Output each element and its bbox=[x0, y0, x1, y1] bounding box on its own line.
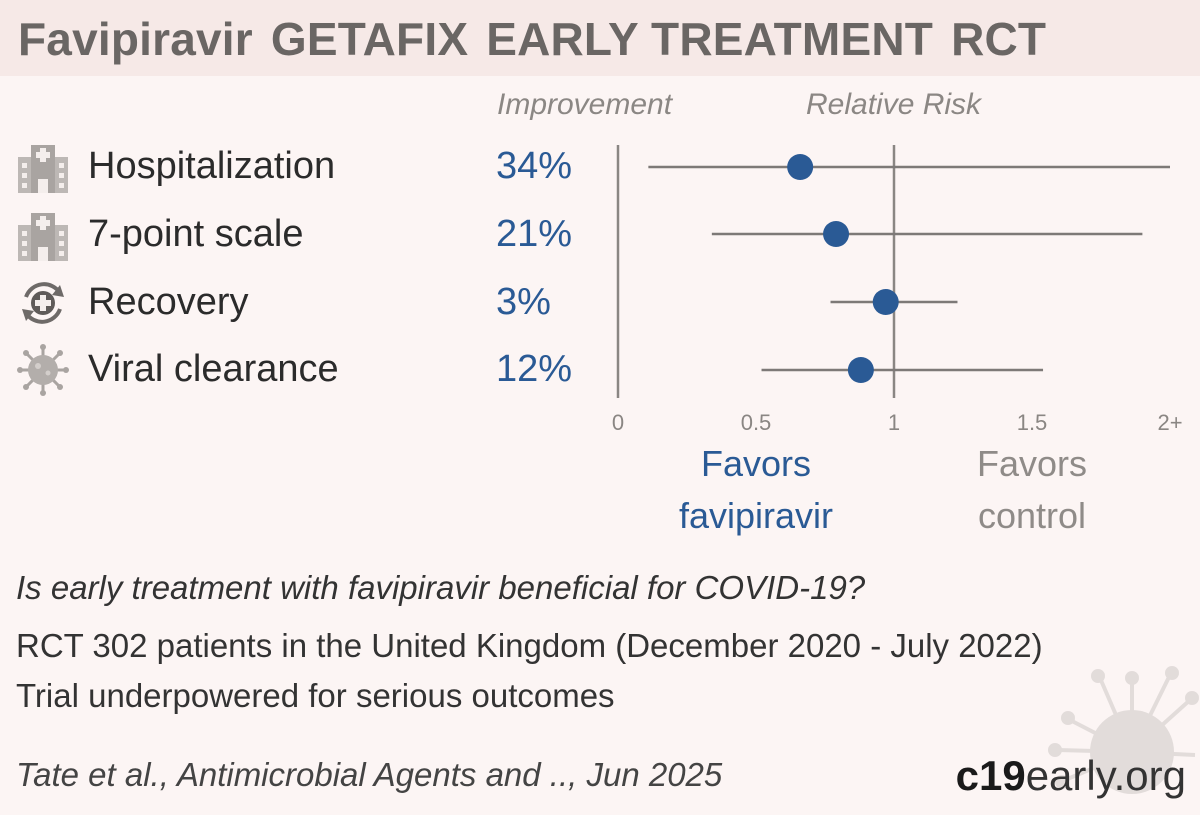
x-tick-label: 2+ bbox=[1157, 410, 1182, 435]
page-title: Favipiravir GETAFIX EARLY TREATMENT RCT bbox=[18, 8, 1064, 70]
x-tick-label: 0.5 bbox=[741, 410, 772, 435]
relative-risk-header: Relative Risk bbox=[806, 88, 982, 121]
forest-plot: 0 0.5 1 1.5 2+ bbox=[612, 145, 1183, 435]
favors-control-line2: control bbox=[977, 495, 1087, 536]
hospital-icon bbox=[18, 213, 68, 261]
improvement-7-point-scale: 21% bbox=[496, 213, 573, 255]
site-logo: c19early.org bbox=[956, 748, 1186, 804]
virus-watermark-icon bbox=[1048, 666, 1199, 794]
title-stage: EARLY TREATMENT bbox=[486, 13, 934, 65]
x-tick-label: 0 bbox=[612, 410, 624, 435]
logo-strong: c19 bbox=[955, 752, 1026, 799]
virus-icon bbox=[17, 344, 69, 396]
favors-control-label: Favors control bbox=[932, 438, 1132, 542]
favors-treatment-line1: Favors bbox=[700, 443, 812, 484]
citation: Tate et al., Antimicrobial Agents and ..… bbox=[16, 756, 723, 793]
improvement-recovery: 3% bbox=[496, 281, 551, 323]
rr-point bbox=[847, 357, 874, 383]
outcome-label-viral-clearance: Viral clearance bbox=[88, 348, 339, 390]
favors-treatment-line2: favipiravir bbox=[678, 495, 834, 536]
logo-light: early.org bbox=[1025, 752, 1186, 799]
rr-point bbox=[823, 221, 850, 247]
hospital-icon bbox=[18, 145, 68, 193]
study-question: Is early treatment with favipiravir bene… bbox=[16, 569, 866, 606]
favors-control-line1: Favors bbox=[976, 443, 1088, 484]
title-drug: Favipiravir bbox=[18, 13, 253, 65]
rr-point bbox=[787, 154, 814, 180]
title-design: RCT bbox=[951, 13, 1047, 65]
study-note: Trial underpowered for serious outcomes bbox=[16, 677, 615, 714]
x-tick-label: 1.5 bbox=[1017, 410, 1048, 435]
recovery-icon bbox=[22, 282, 64, 324]
x-tick-label: 1 bbox=[888, 410, 900, 435]
improvement-header: Improvement bbox=[497, 88, 673, 121]
rr-point bbox=[872, 289, 899, 315]
study-design: RCT 302 patients in the United Kingdom (… bbox=[16, 627, 1043, 664]
title-trial: GETAFIX bbox=[270, 13, 469, 65]
outcome-label-7-point-scale: 7-point scale bbox=[88, 213, 304, 255]
outcome-label-recovery: Recovery bbox=[88, 281, 249, 323]
title-bar: Favipiravir GETAFIX EARLY TREATMENT RCT bbox=[0, 0, 1200, 76]
favors-treatment-label: Favors favipiravir bbox=[656, 438, 856, 542]
improvement-hospitalization: 34% bbox=[496, 145, 573, 187]
outcome-label-hospitalization: Hospitalization bbox=[88, 145, 336, 187]
improvement-viral-clearance: 12% bbox=[496, 348, 573, 390]
